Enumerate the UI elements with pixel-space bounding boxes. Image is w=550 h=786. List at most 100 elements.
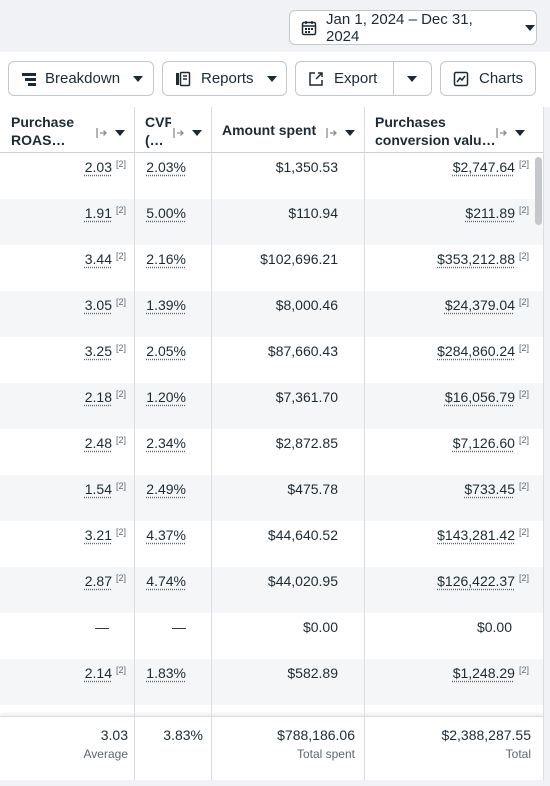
cell-value[interactable]: 2.14: [84, 665, 112, 681]
cell-value[interactable]: $143,281.42: [437, 527, 515, 543]
cell-value[interactable]: $2,747.64: [452, 159, 515, 175]
cell-value[interactable]: $1,248.29: [452, 665, 515, 681]
table-cell: 1.54 [2]: [0, 475, 134, 521]
cell-value[interactable]: 2.03: [84, 159, 112, 175]
cell-value: $110.94: [288, 205, 338, 221]
table-cell: 1.83%: [134, 659, 211, 705]
column-header-controls[interactable]: [92, 124, 126, 138]
cell-value: —: [95, 619, 109, 635]
cell-value[interactable]: 2.34%: [146, 435, 186, 451]
cell-value[interactable]: 2.16%: [146, 251, 186, 267]
charts-button[interactable]: Charts: [440, 61, 536, 96]
cell-value[interactable]: 3.44: [84, 251, 112, 267]
column-divider: [364, 107, 365, 780]
table-cell: 4.37%: [134, 521, 211, 567]
breakdown-label: Breakdown: [45, 70, 121, 87]
table-cell: 1.91 [2]: [0, 199, 134, 245]
column-header-controls[interactable]: [492, 124, 526, 138]
table-cell: 2.18 [2]: [0, 383, 134, 429]
table-cell: 5.00%: [134, 199, 211, 245]
cell-value[interactable]: $24,379.04: [444, 297, 515, 313]
table-cell: $102,696.21: [211, 245, 364, 291]
export-button[interactable]: Export: [295, 61, 432, 96]
table-row[interactable]: 1.91 [2] 5.00% $110.94 $211.89 [2]: [0, 199, 543, 245]
footnote-marker: [2]: [518, 389, 529, 399]
table-row[interactable]: 3.25 [2] 2.05% $87,660.43 $284,860.24 [2]: [0, 337, 543, 383]
cell-value[interactable]: $126,422.37: [437, 573, 515, 589]
cell-value[interactable]: 2.87: [84, 573, 112, 589]
cell-value[interactable]: 4.37%: [146, 527, 186, 543]
table-row[interactable]: 3.05 [2] 1.39% $8,000.46 $24,379.04 [2]: [0, 291, 543, 337]
cell-value[interactable]: 2.18: [84, 389, 112, 405]
cell-value[interactable]: $284,860.24: [437, 343, 515, 359]
cell-value[interactable]: $353,212.88: [437, 251, 515, 267]
column-header[interactable]: Amount spent: [211, 107, 364, 153]
cell-value[interactable]: 3.25: [84, 343, 112, 359]
cell-value: $87,660.43: [267, 343, 338, 359]
table-cell: $211.89 [2]: [364, 199, 543, 245]
reports-button[interactable]: Reports: [162, 61, 287, 96]
table-cell: 3.25 [2]: [0, 337, 134, 383]
table-cell: 3.44 [2]: [0, 245, 134, 291]
table-cell: $733.45 [2]: [364, 475, 543, 521]
cell-value[interactable]: 1.39%: [146, 297, 186, 313]
table-row[interactable]: 2.48 [2] 2.34% $2,872.85 $7,126.60 [2]: [0, 429, 543, 475]
scrollbar-thumb[interactable]: [535, 157, 542, 225]
table-row[interactable]: 2.03 [2] 2.03% $1,350.53 $2,747.64 [2]: [0, 153, 543, 199]
footer-label: Average: [83, 747, 128, 761]
cell-value[interactable]: 1.54: [84, 481, 112, 497]
cell-value: $7,361.70: [275, 389, 338, 405]
caret: [266, 75, 277, 82]
footnote-marker: [2]: [518, 343, 529, 353]
footnote-marker: [2]: [115, 573, 126, 583]
cell-value[interactable]: $16,056.79: [444, 389, 515, 405]
cell-value[interactable]: 2.05%: [146, 343, 186, 359]
table-cell: $143,281.42 [2]: [364, 521, 543, 567]
column-header-label: Purchase ROAS…: [11, 114, 75, 148]
cell-value[interactable]: 2.48: [84, 435, 112, 451]
table-cell: 2.87 [2]: [0, 567, 134, 613]
table-row[interactable]: 3.21 [2] 4.37% $44,640.52 $143,281.42 [2]: [0, 521, 543, 567]
cell-value[interactable]: 1.91: [84, 205, 112, 221]
column-header-controls[interactable]: [169, 124, 203, 138]
cell-value[interactable]: 3.05: [84, 297, 112, 313]
column-header-controls[interactable]: [322, 124, 356, 138]
cell-value[interactable]: 3.21: [84, 527, 112, 543]
cell-value[interactable]: 4.74%: [146, 573, 186, 589]
cell-value[interactable]: 1.20%: [146, 389, 186, 405]
table-row[interactable]: 2.18 [2] 1.20% $7,361.70 $16,056.79 [2]: [0, 383, 543, 429]
table-cell: 2.03 [2]: [0, 153, 134, 199]
table-row[interactable]: 2.14 [2] 1.83% $582.89 $1,248.29 [2]: [0, 659, 543, 705]
table-row[interactable]: 3.44 [2] 2.16% $102,696.21 $353,212.88 [2]: [0, 245, 543, 291]
footer-value: 3.03: [100, 727, 128, 743]
caret[interactable]: [406, 75, 418, 83]
cell-value[interactable]: $7,126.60: [452, 435, 515, 451]
column-header[interactable]: Purchase ROAS…: [0, 107, 134, 153]
cell-value[interactable]: $211.89: [465, 205, 515, 221]
footer-cell: 3.03 Average: [0, 727, 128, 761]
column-header[interactable]: Purchases conversion valu…: [364, 107, 543, 153]
cell-value[interactable]: 2.49%: [146, 481, 186, 497]
column-header[interactable]: CVR (…: [134, 107, 211, 153]
table-cell: 2.34%: [134, 429, 211, 475]
table-cell: $1,350.53: [211, 153, 364, 199]
date-range-button[interactable]: Jan 1, 2024 – Dec 31, 2024: [289, 10, 537, 45]
cell-value[interactable]: 1.83%: [146, 665, 186, 681]
table-cell: 2.16%: [134, 245, 211, 291]
table-cell: $24,379.04 [2]: [364, 291, 543, 337]
table-cell: $0.00: [364, 613, 543, 659]
cell-value: $582.89: [287, 665, 338, 681]
table-row[interactable]: 2.87 [2] 4.74% $44,020.95 $126,422.37 [2]: [0, 567, 543, 613]
cell-value[interactable]: 2.03%: [146, 159, 186, 175]
reports-icon: [176, 71, 191, 86]
footer-cell: 3.83%: [134, 727, 203, 743]
breakdown-button[interactable]: Breakdown: [8, 61, 154, 96]
cell-value[interactable]: 5.00%: [146, 205, 186, 221]
cell-value[interactable]: $733.45: [464, 481, 515, 497]
charts-label: Charts: [479, 70, 524, 87]
table-row[interactable]: 1.54 [2] 2.49% $475.78 $733.45 [2]: [0, 475, 543, 521]
reports-label: Reports: [201, 70, 254, 87]
table-row[interactable]: — — $0.00 $0.00: [0, 613, 543, 659]
cell-value: $0.00: [302, 619, 338, 635]
